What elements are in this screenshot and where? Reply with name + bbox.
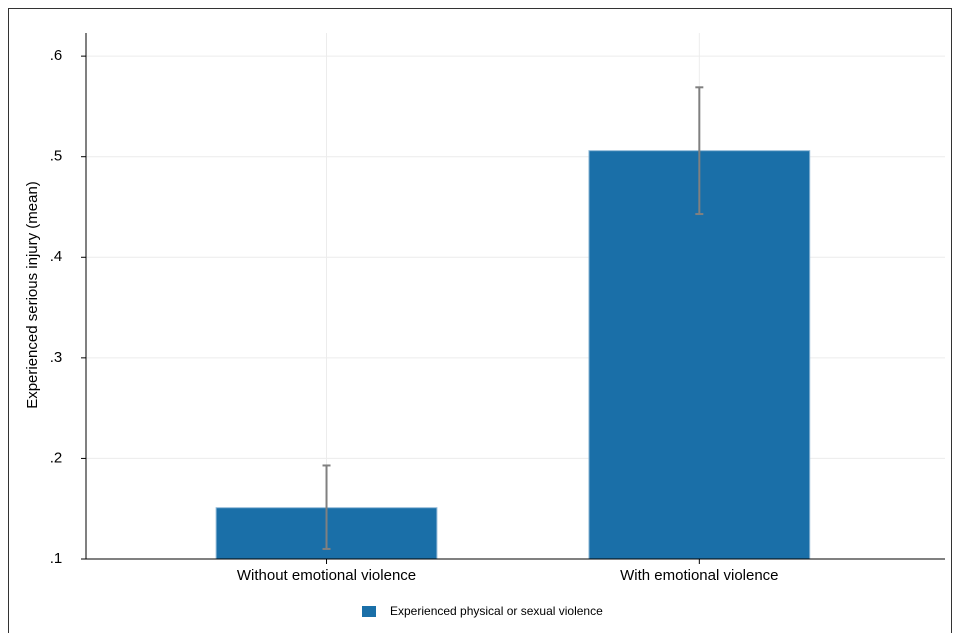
x-tick-label: Without emotional violence bbox=[237, 567, 416, 584]
bar bbox=[588, 150, 811, 560]
y-tick-label: .1 bbox=[50, 550, 63, 567]
y-tick-label: .5 bbox=[50, 148, 63, 165]
y-tick-label: .2 bbox=[50, 449, 63, 466]
y-tick-label: .6 bbox=[50, 47, 63, 64]
y-tick-label: .3 bbox=[50, 349, 63, 366]
y-tick-label: .4 bbox=[50, 248, 63, 265]
legend-swatch bbox=[362, 606, 376, 617]
y-axis-label: Experienced serious injury (mean) bbox=[24, 181, 41, 409]
legend-label: Experienced physical or sexual violence bbox=[390, 604, 603, 618]
x-tick-label: With emotional violence bbox=[620, 567, 778, 584]
